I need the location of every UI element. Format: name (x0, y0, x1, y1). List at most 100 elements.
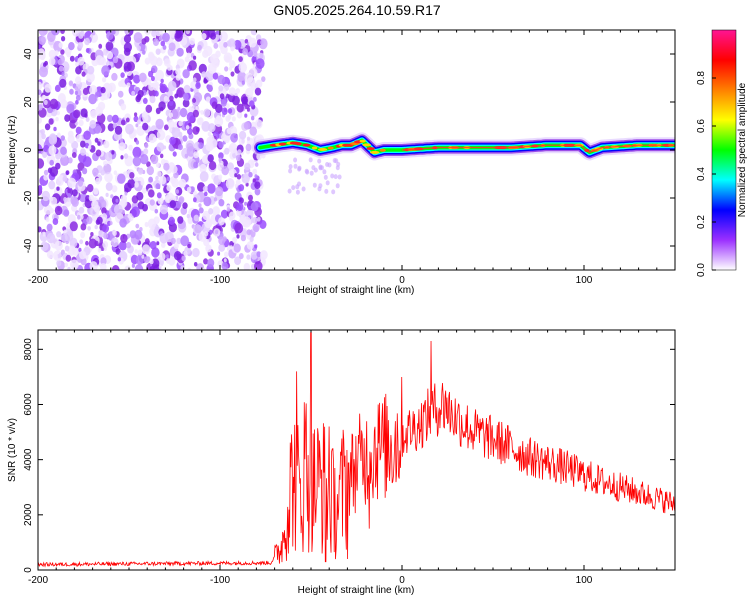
spectrogram-ytick-label: 0 (23, 147, 34, 153)
noise-blob (192, 98, 197, 103)
spectrogram-ytick-label: -20 (23, 190, 34, 205)
noise-blob (238, 184, 245, 192)
noise-blob (56, 186, 60, 191)
noise-blob (111, 72, 118, 81)
noise-blob (141, 187, 147, 194)
noise-blob (155, 107, 161, 115)
noise-blob (109, 221, 113, 226)
snr-xtick-label: 0 (399, 575, 405, 586)
noise-blob (166, 258, 171, 264)
noise-blob (205, 244, 212, 253)
noise-blob (243, 262, 250, 270)
noise-blob (219, 93, 225, 100)
noise-blob (220, 160, 224, 166)
noise-blob (224, 108, 227, 113)
noise-blob (164, 124, 169, 131)
noise-blob (133, 74, 141, 84)
noise-blob (169, 66, 173, 70)
noise-blob (90, 232, 94, 237)
noise-blob (244, 162, 251, 171)
noise-blob (149, 241, 157, 250)
noise-blob (185, 125, 190, 130)
noise-blob (230, 46, 235, 52)
ridge-hotspot (317, 148, 328, 151)
noise-blob (120, 155, 124, 160)
noise-blob (149, 95, 156, 104)
noise-blob (227, 93, 236, 103)
noise-blob (257, 216, 261, 222)
noise-blob (236, 234, 240, 239)
noise-blob (123, 61, 132, 72)
noise-blob (119, 240, 127, 251)
noise-blob (74, 86, 79, 91)
noise-blob (207, 258, 215, 268)
noise-blob (235, 88, 241, 94)
noise-blob (193, 214, 200, 222)
noise-blob (67, 188, 71, 194)
noise-blob (244, 201, 248, 206)
noise-blob (161, 242, 166, 249)
noise-blob (192, 247, 200, 258)
noise-blob (186, 214, 190, 219)
ridge-scatter (313, 167, 318, 173)
noise-blob (156, 31, 160, 36)
noise-blob (204, 230, 209, 237)
noise-blob (167, 119, 175, 129)
noise-blob (238, 56, 243, 62)
noise-blob (245, 143, 252, 152)
noise-blob (115, 248, 121, 255)
noise-blob (143, 256, 150, 264)
ridge-scatter (288, 164, 293, 170)
noise-blob (200, 110, 204, 115)
noise-blob (247, 205, 252, 211)
noise-blob (250, 251, 258, 260)
noise-blob (63, 66, 68, 73)
noise-blob (249, 236, 254, 242)
ridge-scatter (312, 182, 317, 188)
noise-blob (198, 207, 204, 214)
noise-blob (236, 111, 243, 119)
noise-blob (46, 250, 54, 259)
noise-blob (87, 145, 92, 150)
noise-blob (210, 53, 219, 65)
noise-blob (44, 83, 52, 93)
ridge-scatter (308, 157, 313, 163)
noise-blob (75, 126, 82, 135)
noise-blob (144, 221, 149, 228)
ridge-scatter (333, 174, 338, 180)
noise-blob (246, 229, 252, 236)
noise-blob (117, 90, 124, 98)
noise-blob (236, 209, 242, 217)
noise-blob (174, 93, 179, 99)
noise-blob (197, 44, 202, 51)
noise-blob (53, 126, 57, 132)
noise-blob (186, 186, 192, 193)
ridge-scatter (297, 165, 302, 171)
noise-blob (80, 231, 86, 239)
noise-blob (171, 108, 181, 120)
noise-blob (169, 128, 173, 133)
noise-blob (117, 257, 122, 262)
noise-blob (228, 66, 233, 71)
noise-blob (250, 201, 259, 212)
noise-blob (220, 99, 227, 107)
spectrogram-ytick-label: 20 (23, 96, 34, 108)
noise-blob (142, 97, 148, 104)
ridge-scatter (318, 164, 323, 170)
colorbar-tick-label: 0.4 (696, 167, 707, 181)
noise-blob (155, 162, 160, 168)
noise-blob (86, 71, 95, 83)
noise-blob (205, 219, 212, 228)
noise-blob (49, 208, 54, 214)
ridge-scatter (295, 184, 300, 190)
noise-blob (246, 136, 251, 141)
noise-blob (185, 30, 191, 35)
noise-blob (137, 168, 144, 175)
noise-blob (202, 210, 210, 221)
noise-blob (71, 140, 79, 150)
ridge-scatter (295, 189, 300, 195)
noise-blob (98, 43, 103, 49)
noise-blob (159, 175, 167, 185)
noise-blob (188, 60, 197, 71)
